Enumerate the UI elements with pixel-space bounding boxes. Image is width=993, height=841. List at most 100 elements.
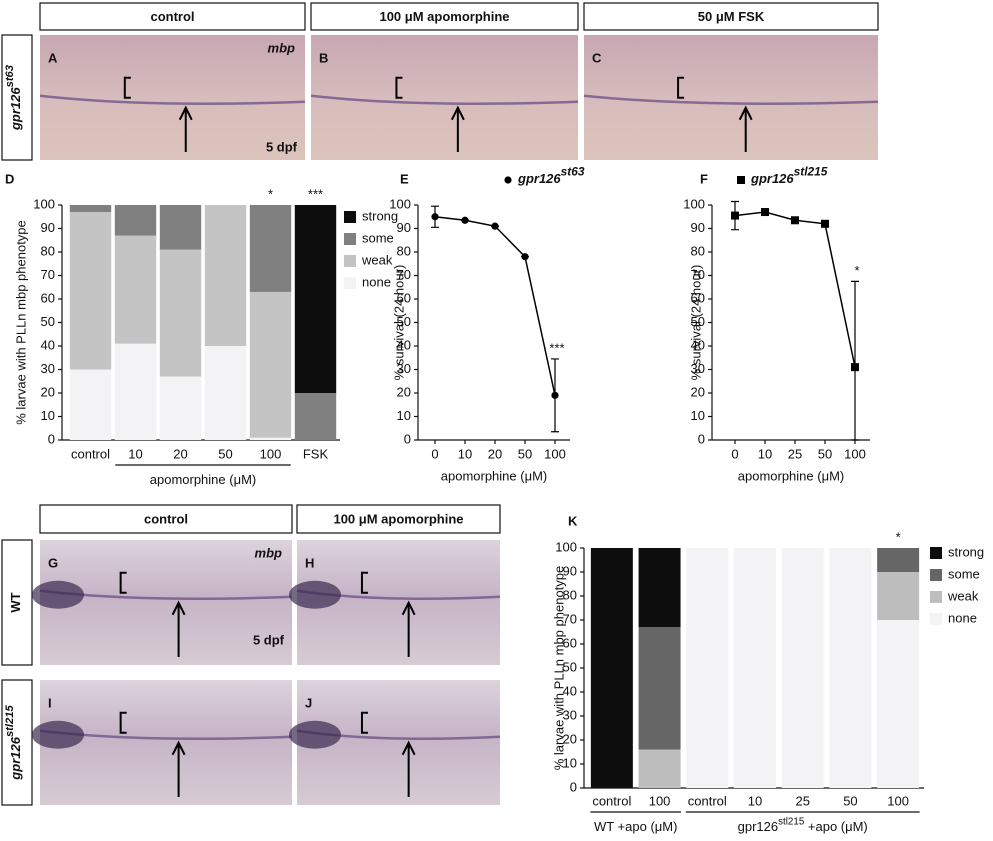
y-tick-label: 60 xyxy=(397,290,411,305)
y-tick-label: 40 xyxy=(41,337,55,352)
bar-segment xyxy=(638,627,681,750)
annotation: *** xyxy=(549,340,564,355)
label-text: WT +apo (μM) xyxy=(594,819,677,834)
arrow xyxy=(450,105,465,152)
label-superscript: st63 xyxy=(561,164,585,178)
bar-segment xyxy=(590,548,633,788)
y-tick-label: 90 xyxy=(691,220,705,235)
x-tick-label: control xyxy=(688,793,727,808)
y-axis-label: % larvae with PLLn mbp phenotype xyxy=(13,220,28,425)
bracket xyxy=(677,76,685,99)
legend-label: weak xyxy=(947,588,979,603)
bar-segment xyxy=(114,343,157,440)
error-bar xyxy=(851,280,859,441)
y-tick-label: 40 xyxy=(397,337,411,352)
panel-letter: B xyxy=(319,50,328,65)
arrow xyxy=(171,600,186,657)
point xyxy=(491,222,499,230)
legend-label: some xyxy=(948,566,980,581)
panel-header-box xyxy=(583,2,879,31)
panel-header-box xyxy=(39,2,306,31)
panel-letter: G xyxy=(48,555,58,570)
panel-header: control xyxy=(144,511,188,526)
panel-header: control xyxy=(150,9,194,24)
legend-label: strong xyxy=(948,544,984,559)
label-text: apomorphine (μM) xyxy=(150,472,256,487)
arrow xyxy=(738,105,753,152)
bar-segment xyxy=(69,205,112,213)
legend-swatch xyxy=(930,569,942,581)
y-tick-label: 50 xyxy=(563,659,577,674)
panel-header-box xyxy=(39,504,293,534)
bar-segment xyxy=(249,437,292,440)
rich-label: gpr126st63 xyxy=(4,64,24,131)
x-tick-label: 50 xyxy=(518,446,532,461)
legend-swatch xyxy=(930,613,942,625)
x-tick-label: 100 xyxy=(649,793,671,808)
x-tick-label: 10 xyxy=(758,446,772,461)
nerve xyxy=(310,94,579,105)
legend-label: none xyxy=(948,610,977,625)
x-tick-label: 10 xyxy=(748,793,762,808)
y-tick-label: 0 xyxy=(570,779,577,794)
y-tick-label: 100 xyxy=(389,196,411,211)
y-tick-label: 10 xyxy=(41,408,55,423)
rich-label: gpr126stl215 xyxy=(4,705,24,781)
y-axis-label: % survival (24 hour) xyxy=(391,265,406,381)
legend-swatch xyxy=(930,591,942,603)
panel-header: 50 μM FSK xyxy=(698,9,765,24)
bar-segment xyxy=(294,205,337,393)
bracket xyxy=(119,711,127,734)
stain-blob xyxy=(32,720,84,749)
panel-header: 100 μM apomorphine xyxy=(379,9,509,24)
x-tick-label: 50 xyxy=(818,446,832,461)
arrow xyxy=(171,740,186,797)
panel-letter: I xyxy=(48,695,52,710)
stain-label: mbp xyxy=(268,40,296,55)
rich-label: WT +apo (μM) xyxy=(594,819,677,834)
bar-segment xyxy=(204,346,247,440)
y-tick-label: 70 xyxy=(397,267,411,282)
point xyxy=(851,363,859,372)
panel-letter: A xyxy=(48,50,58,65)
arrow xyxy=(178,105,193,152)
rich-label: WT xyxy=(8,592,23,612)
rich-label: gpr126stl215 +apo (μM) xyxy=(738,816,868,834)
legend-swatch xyxy=(344,211,356,223)
bar-segment xyxy=(114,235,157,344)
micrograph xyxy=(584,35,878,160)
x-tick-label: 50 xyxy=(218,446,232,461)
age-label: 5 dpf xyxy=(266,139,298,154)
y-tick-label: 0 xyxy=(48,431,55,446)
y-tick-label: 60 xyxy=(41,290,55,305)
rich-label: gpr126stl215 xyxy=(750,164,828,186)
x-tick-label: 10 xyxy=(128,446,142,461)
point xyxy=(431,213,439,221)
bracket xyxy=(123,76,131,99)
x-tick-label: 100 xyxy=(887,793,909,808)
label-text: gpr126 xyxy=(750,171,794,186)
label-text: gpr126 xyxy=(8,87,23,131)
bar-segment xyxy=(249,291,292,438)
title-marker xyxy=(504,176,512,184)
label-superscript: stl215 xyxy=(794,164,828,178)
bar-segment xyxy=(686,548,729,788)
y-axis-label: % survival (24 hour) xyxy=(688,265,703,381)
y-tick-label: 20 xyxy=(563,731,577,746)
annotation: *** xyxy=(308,186,323,201)
annotation: * xyxy=(896,529,901,544)
bar-segment xyxy=(159,205,202,250)
label-text: gpr126 xyxy=(8,736,23,780)
panel-letter: K xyxy=(568,513,578,528)
bar-segment xyxy=(114,205,157,236)
y-tick-label: 80 xyxy=(563,587,577,602)
stain-blob xyxy=(32,580,84,609)
panel-letter: H xyxy=(305,555,314,570)
stain-label: mbp xyxy=(255,545,283,560)
x-tick-label: 20 xyxy=(173,446,187,461)
micrograph xyxy=(311,35,578,160)
y-tick-label: 20 xyxy=(397,384,411,399)
y-tick-label: 40 xyxy=(691,337,705,352)
y-tick-label: 70 xyxy=(41,267,55,282)
